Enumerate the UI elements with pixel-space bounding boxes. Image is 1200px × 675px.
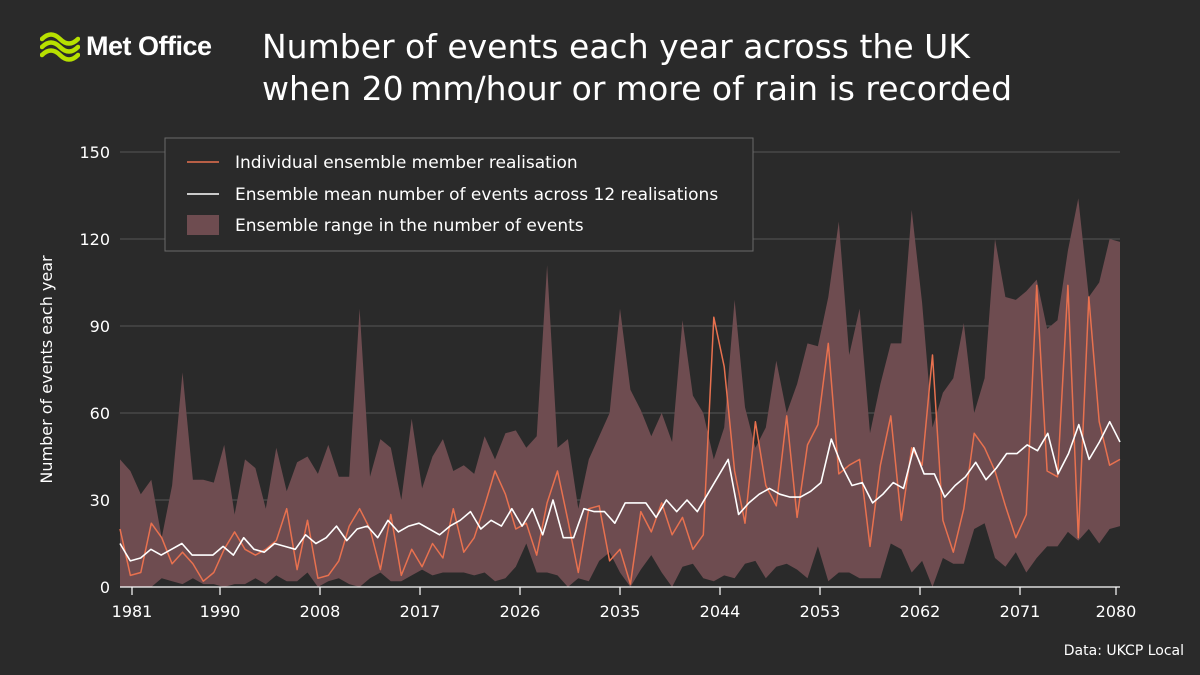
x-tick-label: 2008 [300, 602, 341, 621]
y-tick-label: 30 [90, 491, 110, 510]
x-tick-label: 1990 [200, 602, 241, 621]
x-tick-label: 2035 [600, 602, 641, 621]
legend-label: Ensemble range in the number of events [235, 216, 584, 236]
member-line [119, 284, 1121, 585]
x-tick-label: 2053 [800, 602, 841, 621]
x-tick-label: 2017 [400, 602, 441, 621]
y-tick-label: 60 [90, 404, 110, 423]
legend-label: Ensemble mean number of events across 12… [235, 185, 718, 205]
wave-icon [40, 32, 80, 62]
met-office-logo: Met Office [40, 30, 212, 62]
y-tick-label: 0 [100, 578, 110, 597]
y-tick-label: 120 [79, 230, 110, 249]
legend-label: Individual ensemble member realisation [235, 153, 578, 173]
x-tick-label: 2026 [500, 602, 541, 621]
data-source: Data: UKCP Local [1063, 643, 1184, 659]
x-tick-label: 2080 [1096, 602, 1137, 621]
legend-swatch-range [187, 215, 219, 235]
brand-name: Met Office [86, 30, 212, 61]
ensemble-range-area [120, 198, 1120, 587]
y-axis-label: Number of events each year [37, 255, 56, 484]
x-tick-label: 2044 [700, 602, 741, 621]
legend-box [164, 137, 754, 252]
x-tick-label: 2062 [900, 602, 941, 621]
y-tick-label: 150 [79, 143, 110, 162]
chart-title: Number of events each year across the UK… [262, 26, 1012, 110]
y-tick-label: 90 [90, 317, 110, 336]
mean-line [119, 420, 1121, 562]
title-line-1: Number of events each year across the UK [262, 27, 970, 66]
x-tick-label: 2071 [1000, 602, 1041, 621]
x-tick-label: 1981 [112, 602, 153, 621]
title-line-2: when 20 mm/hour or more of rain is recor… [262, 69, 1013, 108]
